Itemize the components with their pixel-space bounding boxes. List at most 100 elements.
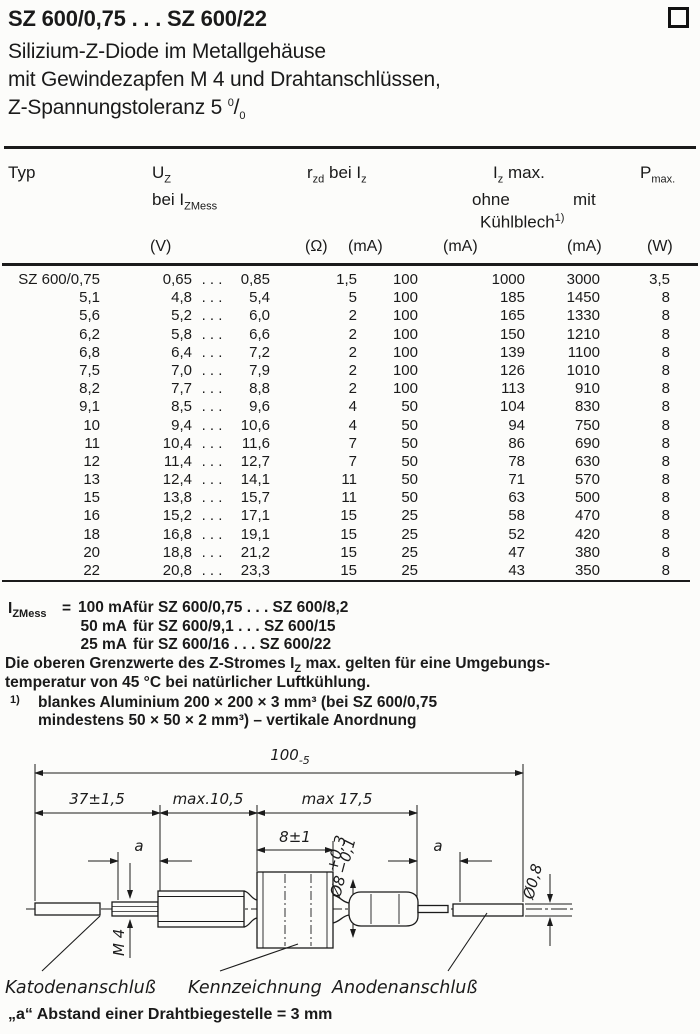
cell-iz-mit: 1210 [566,325,600,343]
izmess-line: 50 mA für SZ 600/9,1 . . . SZ 600/15 [78,618,348,637]
table-row: 13 12,4 . . . 14,1 11 50 71 570 8 [0,471,700,489]
cell-dots: . . . [201,361,223,379]
table-row: 9,1 8,5 . . . 9,6 4 50 104 830 8 [0,398,700,416]
cathode-lead [34,902,101,916]
izmess-range: für SZ 600/0,75 . . . SZ 600/8,2 [133,599,349,616]
col-header-uz: UZ [152,163,172,186]
cell-uz-min: 18,8 [162,543,192,561]
col-header-mit: mit [573,190,596,209]
cell-typ: 10 [83,416,100,434]
cell-pmax: 8 [661,452,670,470]
cell-iz-ohne: 104 [499,398,525,416]
cell-uz-min: 6,4 [171,343,192,361]
izmess-line: 100 mA für SZ 600/0,75 . . . SZ 600/8,2 [78,599,348,618]
cell-uz-max: 14,1 [240,471,270,489]
cell-uz-min: 12,4 [162,471,192,489]
table-body: SZ 600/0,75 0,65 . . . 0,85 1,5 100 1000… [0,271,700,580]
cell-typ: 6,8 [79,343,100,361]
cell-uz-max: 23,3 [240,562,270,579]
cell-pmax: 8 [661,507,670,525]
cell-iz-mit: 3000 [566,271,600,288]
cell-rzd: 4 [348,398,357,416]
cell-iz: 50 [401,416,418,434]
cell-uz-min: 5,2 [171,307,192,325]
limit-note-line-2: temperatur von 45 °C bei natürlicher Luf… [5,674,371,691]
cell-uz-min: 7,0 [171,361,192,379]
dim-a-left-label: a [134,837,143,855]
table-row: 12 11,4 . . . 12,7 7 50 78 630 8 [0,453,700,471]
cell-typ: 12 [83,452,100,470]
cell-pmax: 8 [661,325,670,343]
cell-iz-mit: 350 [574,562,600,579]
cell-rzd: 1,5 [336,271,357,288]
divider-header [2,263,698,266]
cell-dots: . . . [201,434,223,452]
cell-pmax: 8 [661,471,670,489]
subtitle-line-2: mit Gewindezapfen M 4 und Drahtanschlüss… [8,68,441,91]
cell-uz-min: 10,4 [162,434,192,452]
cell-pmax: 8 [661,289,670,307]
cell-dots: . . . [201,525,223,543]
dimension-lines [34,764,572,958]
unit-w: (W) [647,238,673,255]
percent-sup: 0 [227,97,234,109]
subtitle-line-1: Silizium-Z-Diode im Metallgehäuse [8,40,326,63]
cell-rzd: 4 [348,416,357,434]
cell-uz-min: 5,8 [171,325,192,343]
leader-lines [41,912,488,972]
anode-label: Anodenanschluß [331,978,477,998]
cell-uz-min: 13,8 [162,489,192,507]
cell-pmax: 8 [661,525,670,543]
table-row: 5,6 5,2 . . . 6,0 2 100 165 1330 8 [0,307,700,325]
cell-iz-ohne: 58 [508,507,525,525]
cell-typ: 15 [83,489,100,507]
cell-uz-min: 8,5 [171,398,192,416]
cell-rzd: 11 [341,471,357,489]
cell-uz-max: 8,8 [249,380,270,398]
cell-iz: 25 [401,543,418,561]
hex-body [157,890,245,928]
cell-iz: 100 [392,325,418,343]
cell-uz-max: 17,1 [240,507,270,525]
cell-uz-min: 0,65 [162,271,192,288]
tolerance-text: Z-Spannungstoleranz 5 [8,96,228,119]
cell-iz-mit: 750 [574,416,600,434]
cell-pmax: 8 [661,434,670,452]
cell-uz-max: 10,6 [240,416,270,434]
cell-dots: . . . [201,507,223,525]
dimension-drawing: 100-5 37±1,5 max.10,5 max 17,5 8±1 a a Ø… [5,746,575,998]
cell-iz-ohne: 52 [508,525,525,543]
table-row: 5,1 4,8 . . . 5,4 5 100 185 1450 8 [0,289,700,307]
cell-iz-mit: 690 [574,434,600,452]
cell-iz-ohne: 94 [508,416,525,434]
table-row: 18 16,8 . . . 19,1 15 25 52 420 8 [0,526,700,544]
cell-pmax: 8 [661,416,670,434]
table-row: 10 9,4 . . . 10,6 4 50 94 750 8 [0,417,700,435]
limit-note-line-1: Die oberen Grenzwerte des Z-Stromes IZ m… [5,655,551,676]
cell-uz-min: 9,4 [171,416,192,434]
cell-iz-ohne: 86 [508,434,525,452]
col-header-uz-line2: bei IZMess [152,190,218,213]
table-row: SZ 600/0,75 0,65 . . . 0,85 1,5 100 1000… [0,271,700,289]
unit-ohm: (Ω) [305,238,328,255]
cell-rzd: 11 [341,489,357,507]
izmess-lines: 100 mA für SZ 600/0,75 . . . SZ 600/8,2 … [78,599,348,655]
cell-pmax: 8 [661,398,670,416]
cell-iz-ohne: 165 [499,307,525,325]
cell-pmax: 8 [661,489,670,507]
table-row: 7,5 7,0 . . . 7,9 2 100 126 1010 8 [0,362,700,380]
izmess-symbol: IZMess [8,600,47,621]
table-row: 15 13,8 . . . 15,7 11 50 63 500 8 [0,489,700,507]
thread-stud [111,901,159,917]
cell-rzd: 2 [348,361,357,379]
cell-uz-min: 15,2 [162,507,192,525]
cell-rzd: 5 [348,289,357,307]
corner-square-icon [668,7,689,28]
svg-text:M 4: M 4 [110,929,128,956]
cell-typ: 11 [84,434,100,452]
cell-dots: . . . [201,271,223,288]
divider-bottom [2,580,690,582]
cell-rzd: 2 [348,343,357,361]
izmess-value: 50 mA [80,617,127,635]
cell-iz-ohne: 150 [499,325,525,343]
